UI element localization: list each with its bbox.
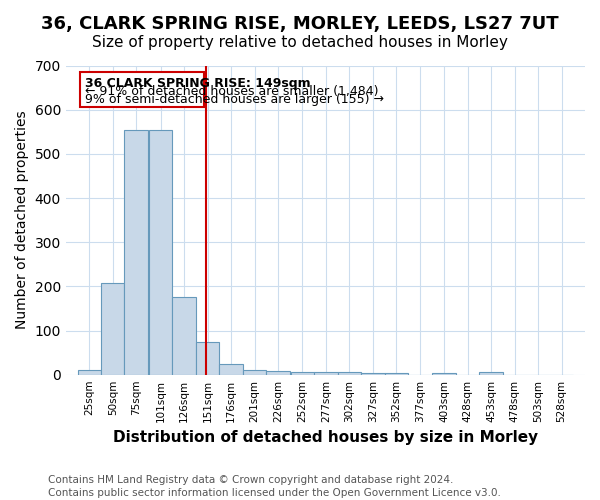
Text: Contains public sector information licensed under the Open Government Licence v3: Contains public sector information licen… — [48, 488, 501, 498]
X-axis label: Distribution of detached houses by size in Morley: Distribution of detached houses by size … — [113, 430, 538, 445]
Bar — [266, 371, 290, 374]
Bar — [243, 370, 266, 374]
Bar — [479, 372, 503, 374]
Text: 9% of semi-detached houses are larger (155) →: 9% of semi-detached houses are larger (1… — [85, 94, 383, 106]
Text: ← 91% of detached houses are smaller (1,484): ← 91% of detached houses are smaller (1,… — [85, 86, 378, 98]
Y-axis label: Number of detached properties: Number of detached properties — [15, 111, 29, 330]
Bar — [172, 298, 196, 374]
Bar — [149, 130, 172, 374]
Text: 36, CLARK SPRING RISE, MORLEY, LEEDS, LS27 7UT: 36, CLARK SPRING RISE, MORLEY, LEEDS, LS… — [41, 15, 559, 33]
Bar — [338, 372, 361, 374]
Text: 36 CLARK SPRING RISE: 149sqm: 36 CLARK SPRING RISE: 149sqm — [85, 78, 310, 90]
Bar — [101, 284, 124, 374]
Text: Size of property relative to detached houses in Morley: Size of property relative to detached ho… — [92, 35, 508, 50]
Bar — [124, 130, 148, 374]
Bar — [220, 364, 243, 374]
Bar — [196, 342, 220, 374]
Bar — [290, 372, 314, 374]
Bar — [314, 372, 338, 374]
Text: Contains HM Land Registry data © Crown copyright and database right 2024.: Contains HM Land Registry data © Crown c… — [48, 475, 454, 485]
Bar — [77, 370, 101, 374]
FancyBboxPatch shape — [80, 72, 204, 108]
